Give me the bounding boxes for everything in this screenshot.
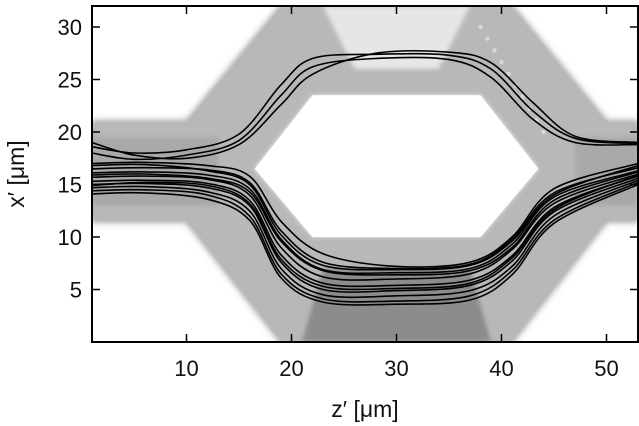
- trajectory-line-14: [92, 174, 638, 291]
- trajectory-line-1: [92, 52, 638, 154]
- trajectory-line-3: [92, 49, 638, 160]
- x-tick-label: 20: [279, 356, 303, 381]
- y-tick-label: 10: [58, 225, 82, 250]
- trajectory-line-13: [92, 171, 638, 276]
- x-tick-label: 40: [489, 356, 513, 381]
- trajectory-line-6: [92, 170, 638, 275]
- trajectory-line-8: [92, 175, 638, 288]
- trajectory-line-4: [92, 161, 638, 268]
- y-tick-label: 25: [58, 68, 82, 93]
- y-tick-label: 15: [58, 173, 82, 198]
- y-axis-title: x′ [μm]: [3, 140, 29, 207]
- x-axis-ticks: 10 20 30 40 50: [174, 6, 619, 381]
- y-tick-label: 20: [58, 120, 82, 145]
- y-tick-label: 30: [58, 15, 82, 40]
- trajectory-line-7: [92, 173, 638, 281]
- trajectory-line-10: [92, 179, 638, 299]
- y-axis-ticks: 5 10 15 20 25 30: [58, 15, 638, 303]
- trajectory-line-11: [92, 181, 638, 303]
- x-tick-label: 10: [174, 356, 198, 381]
- trajectory-line-15: [92, 163, 638, 271]
- trajectory-line-12: [92, 183, 638, 306]
- y-tick-label: 5: [70, 278, 82, 303]
- x-tick-label: 50: [594, 356, 618, 381]
- trajectory-series-group: [92, 49, 638, 306]
- trajectory-line-9: [92, 177, 638, 293]
- x-tick-label: 30: [384, 356, 408, 381]
- plot-frame: [91, 5, 639, 343]
- x-axis-title: z′ [μm]: [331, 396, 398, 422]
